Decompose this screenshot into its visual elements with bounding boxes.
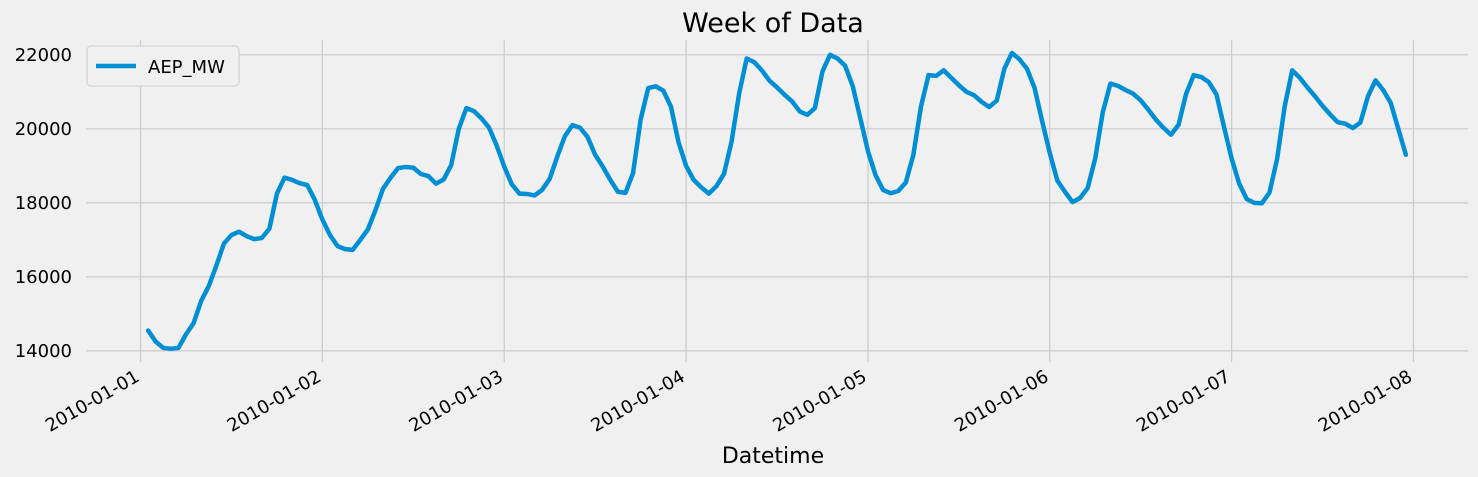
x-axis-label: Datetime: [722, 444, 824, 469]
x-tick-label: 2010-01-07: [1133, 366, 1234, 436]
x-axis-ticks: 2010-01-01 2010-01-02 2010-01-03 2010-01-04…: [42, 366, 1416, 436]
y-tick-label: 16000: [15, 267, 72, 288]
x-tick-label: 2010-01-02: [224, 366, 325, 436]
x-tick-label: 2010-01-01: [42, 366, 143, 436]
legend-label: AEP_MW: [148, 57, 225, 78]
y-tick-label: 20000: [15, 119, 72, 140]
series-layer: [145, 50, 1409, 351]
x-tick-label: 2010-01-03: [406, 366, 507, 436]
series-line-aep-mw: [145, 50, 1409, 351]
x-tick-label: 2010-01-04: [587, 366, 688, 436]
legend: AEP_MW: [86, 45, 240, 87]
chart-title: Week of Data: [682, 8, 864, 39]
y-tick-label: 22000: [15, 45, 72, 66]
legend-box: [86, 45, 240, 87]
x-tick-label: 2010-01-08: [1315, 366, 1416, 436]
x-tick-label: 2010-01-06: [951, 366, 1052, 436]
x-tick-label: 2010-01-05: [769, 366, 870, 436]
y-axis-ticks: 14000 16000 18000 20000 22000: [15, 45, 72, 362]
y-tick-label: 18000: [15, 193, 72, 214]
y-tick-label: 14000: [15, 341, 72, 362]
